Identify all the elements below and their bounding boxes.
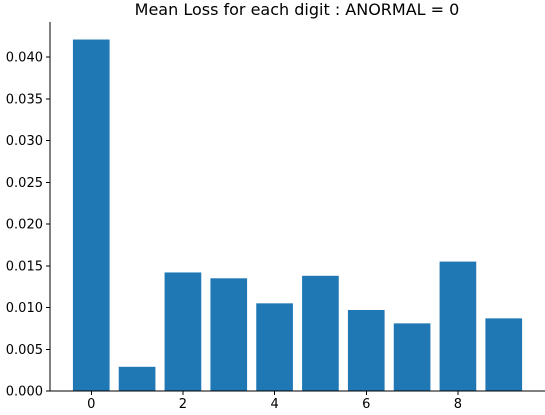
- x-tick-label: 4: [270, 397, 278, 412]
- bar-digit-8: [439, 261, 477, 391]
- bar-digit-6: [347, 310, 385, 391]
- y-tick-label: 0.030: [6, 134, 43, 149]
- y-tick-label: 0.040: [6, 51, 43, 66]
- bars-group: [72, 39, 523, 391]
- x-tick-label: 8: [454, 397, 462, 412]
- x-tick-label: 6: [362, 397, 370, 412]
- bar-digit-7: [393, 323, 431, 391]
- bar-digit-9: [485, 318, 523, 391]
- y-tick-label: 0.000: [6, 385, 43, 400]
- y-tick-label: 0.020: [6, 218, 43, 233]
- y-tick-label: 0.015: [6, 259, 43, 274]
- x-tick-label: 0: [87, 397, 95, 412]
- bar-digit-2: [164, 272, 202, 391]
- bar-digit-5: [302, 275, 339, 391]
- y-tick-label: 0.025: [6, 176, 43, 191]
- y-axis-ticks: 0.000 0.005 0.010 0.015 0.020 0.025 0.030 0.035…: [6, 51, 50, 400]
- bar-digit-1: [118, 366, 156, 391]
- x-tick-label: 2: [179, 397, 187, 412]
- axes-group: [49, 22, 545, 392]
- bar-digit-4: [256, 303, 293, 391]
- y-tick-label: 0.005: [6, 343, 43, 358]
- x-axis-ticks: 0 2 4 6 8: [87, 391, 462, 412]
- y-tick-label: 0.010: [6, 301, 43, 316]
- bar-digit-0: [72, 39, 110, 391]
- bar-digit-3: [210, 278, 248, 391]
- chart-title: Mean Loss for each digit : ANORMAL = 0: [135, 0, 460, 19]
- y-tick-label: 0.035: [6, 92, 43, 107]
